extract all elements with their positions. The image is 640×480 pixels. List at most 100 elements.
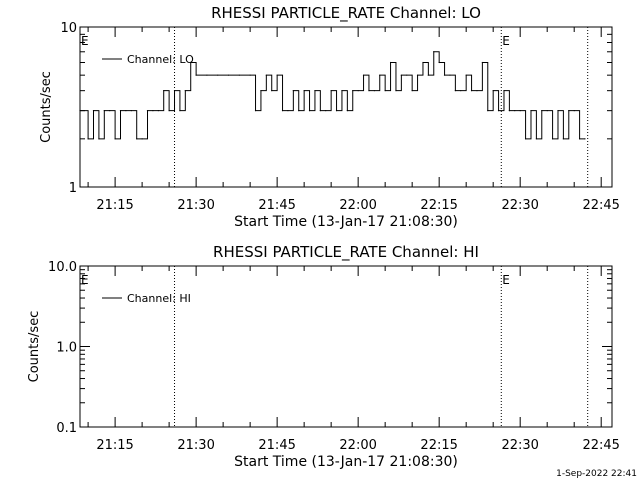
y-axis-label: Counts/sec [27, 311, 42, 383]
data-point [152, 110, 154, 112]
data-point [357, 90, 359, 92]
data-point [217, 74, 219, 76]
x-tick-label: 21:30 [177, 438, 214, 453]
data-point [103, 110, 105, 112]
data-point [411, 90, 413, 92]
data-point [238, 74, 240, 76]
y-axis-label: Counts/sec [39, 71, 54, 143]
event-marker-label: E [502, 34, 510, 48]
data-point [319, 110, 321, 112]
data-point [136, 138, 138, 140]
plot-frame [79, 265, 613, 428]
data-point [492, 90, 494, 92]
data-point [227, 74, 230, 76]
legend-label: Channel: HI [127, 292, 191, 305]
data-point [400, 74, 402, 76]
x-tick-label: 21:15 [96, 198, 133, 213]
data-point [368, 90, 370, 92]
data-point [427, 74, 429, 76]
data-point [346, 110, 348, 112]
data-point [163, 90, 165, 92]
x-tick-label: 22:45 [582, 198, 619, 213]
data-point [384, 90, 386, 92]
data-point [325, 110, 327, 112]
x-tick-label: 22:45 [582, 438, 619, 453]
plot-frame [79, 26, 613, 188]
data-point [287, 110, 289, 112]
start-flag-label: E [81, 34, 89, 48]
y-tick-label: 1 [69, 181, 77, 196]
data-point [146, 110, 149, 112]
data-point [119, 110, 122, 112]
chart-title: RHESSI PARTICLE_RATE Channel: HI [213, 243, 479, 262]
x-axis-label: Start Time (13-Jan-17 21:08:30) [234, 214, 458, 230]
x-tick-label: 22:00 [339, 438, 376, 453]
data-point [271, 90, 273, 92]
data-point [481, 61, 483, 64]
data-point [335, 110, 338, 112]
data-point [584, 138, 586, 140]
data-point [352, 90, 354, 92]
x-axis-label: Start Time (13-Jan-17 21:08:30) [234, 454, 458, 470]
x-tick-label: 22:00 [339, 198, 376, 213]
data-point [92, 110, 95, 112]
data-point [454, 90, 456, 92]
data-point [114, 138, 116, 140]
data-point [184, 90, 186, 92]
data-point [303, 90, 305, 92]
data-point [551, 138, 554, 140]
data-point [530, 110, 532, 112]
x-tick-label: 22:15 [420, 438, 457, 453]
data-point [476, 90, 478, 92]
y-tick-label: 10.0 [48, 260, 77, 275]
data-point [497, 110, 500, 112]
data-point [314, 90, 316, 92]
data-point [557, 110, 559, 112]
x-tick-label: 21:45 [258, 198, 295, 213]
data-point [395, 90, 397, 92]
data-point [195, 74, 197, 76]
data-point [535, 138, 537, 140]
data-point [541, 110, 543, 112]
data-point [373, 90, 375, 92]
data-point [416, 74, 419, 76]
data-point [573, 110, 575, 112]
data-point [109, 110, 111, 112]
data-point [125, 110, 127, 112]
data-point [362, 74, 365, 76]
data-point [487, 110, 489, 112]
data-point [568, 110, 570, 112]
x-tick-label: 21:15 [96, 438, 133, 453]
data-point [508, 110, 510, 112]
data-point [341, 90, 343, 92]
data-point [254, 110, 257, 112]
data-point [173, 90, 176, 92]
footer-date: 1-Sep-2022 22:41 [556, 469, 637, 479]
data-point [438, 61, 440, 64]
data-point [281, 110, 284, 112]
data-point [406, 74, 408, 76]
data-point [168, 110, 170, 112]
data-point [443, 74, 446, 76]
data-point [389, 61, 392, 64]
data-point [260, 90, 262, 92]
data-point [190, 61, 192, 64]
y-tick-label: 10 [60, 21, 77, 36]
series-line [80, 51, 585, 140]
data-point [562, 138, 564, 140]
event-marker-label: E [502, 273, 510, 287]
data-point [460, 90, 462, 92]
data-point [470, 90, 473, 92]
data-point [292, 90, 294, 92]
data-point [503, 90, 505, 92]
data-point [141, 138, 143, 140]
data-point [87, 138, 89, 140]
x-tick-label: 22:15 [420, 198, 457, 213]
data-point [98, 138, 100, 140]
data-point [379, 74, 381, 76]
data-point [206, 74, 208, 76]
data-point [179, 110, 181, 112]
data-point [433, 51, 435, 53]
data-point [249, 74, 251, 76]
data-point [524, 138, 527, 140]
